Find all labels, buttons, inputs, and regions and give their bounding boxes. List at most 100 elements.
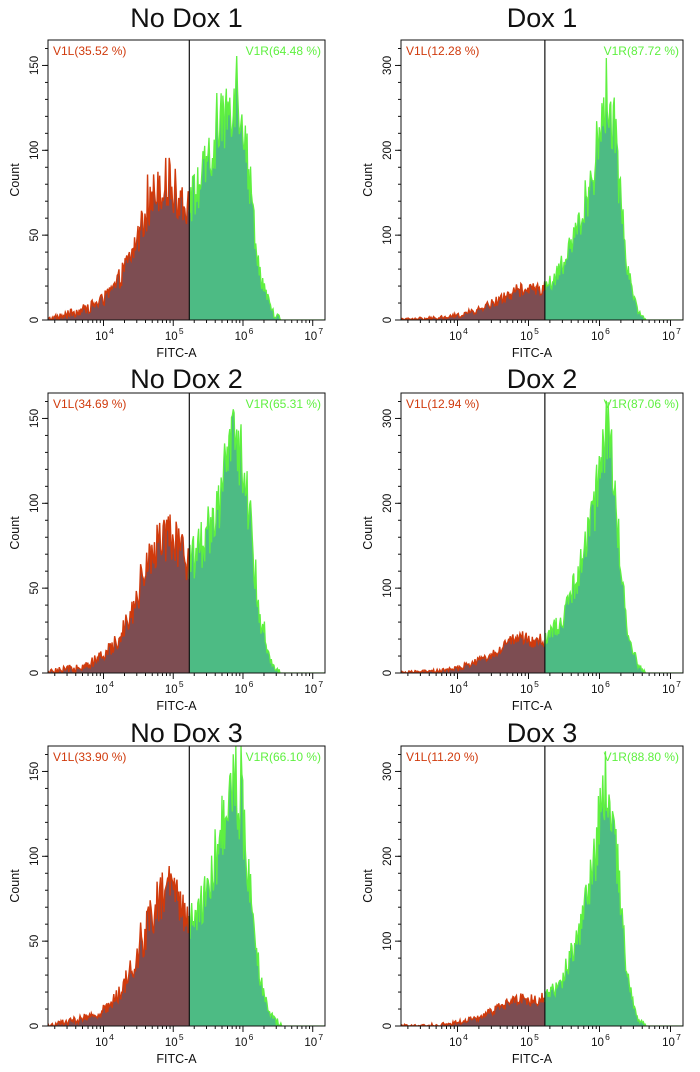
panel-title: Dox 1 (507, 3, 578, 33)
x-tick-exponent: 5 (534, 326, 539, 336)
histogram (401, 400, 683, 673)
plot-frame (400, 39, 684, 321)
panel-title: Dox 3 (507, 718, 578, 748)
x-tick-exponent: 5 (534, 1032, 539, 1042)
y-tick-label: 100 (382, 579, 394, 598)
gate-label-left: V1L(11.20 %) (406, 750, 479, 764)
histogram-left-outline (48, 157, 190, 320)
y-tick-label: 200 (382, 847, 394, 866)
gate-label-right: V1R(87.72 %) (604, 44, 679, 58)
y-tick-label: 100 (29, 494, 41, 513)
histogram-right-fill (544, 400, 683, 673)
x-tick-label: 10 (304, 331, 317, 343)
y-axis-label: Count (8, 163, 22, 197)
y-axis-label: Count (361, 869, 375, 903)
x-tick-label: 10 (449, 331, 462, 343)
histogram (48, 746, 325, 1026)
gate-label-left: V1L(12.94 %) (406, 397, 479, 411)
x-tick-exponent: 7 (318, 1032, 323, 1042)
x-tick-exponent: 6 (605, 1032, 610, 1042)
y-tick-label: 50 (29, 935, 41, 948)
plot-frame (47, 39, 326, 321)
x-tick-label: 10 (95, 331, 108, 343)
histogram-left-outline (401, 630, 545, 673)
x-tick-exponent: 5 (534, 679, 539, 689)
x-tick-label: 10 (235, 331, 248, 343)
y-tick-label: 0 (382, 670, 394, 676)
y-axis-label: Count (361, 163, 375, 197)
histogram (401, 751, 683, 1026)
y-tick-label: 0 (382, 1023, 394, 1029)
x-tick-exponent: 4 (463, 326, 468, 336)
x-axis-label: FITC-A (156, 1052, 197, 1066)
gate-label-left: V1L(35.52 %) (53, 44, 126, 58)
x-tick-label: 10 (304, 684, 317, 696)
x-tick-label: 10 (235, 684, 248, 696)
x-axis-label: FITC-A (512, 1052, 553, 1066)
y-tick-label: 0 (382, 317, 394, 323)
histogram-right-outline (543, 400, 683, 673)
y-tick-label: 300 (382, 56, 394, 75)
histogram-right-outline (188, 55, 325, 320)
y-tick-label: 0 (29, 670, 41, 676)
x-tick-exponent: 4 (109, 326, 114, 336)
x-tick-exponent: 7 (318, 326, 323, 336)
histogram-right-outline (543, 57, 683, 320)
x-tick-exponent: 6 (605, 679, 610, 689)
plot-frame (47, 392, 326, 674)
x-tick-label: 10 (662, 1037, 675, 1049)
y-tick-label: 150 (29, 409, 41, 428)
x-tick-label: 10 (304, 1037, 317, 1049)
gate-label-right: V1R(65.31 %) (246, 397, 321, 411)
y-tick-label: 100 (29, 141, 41, 160)
x-tick-label: 10 (591, 1037, 604, 1049)
y-tick-label: 100 (382, 226, 394, 245)
histogram-right-outline (543, 751, 683, 1026)
x-tick-label: 10 (449, 684, 462, 696)
y-axis-label: Count (8, 516, 22, 550)
x-axis-label: FITC-A (156, 346, 197, 360)
histogram (401, 57, 683, 320)
y-tick-label: 0 (29, 1023, 41, 1029)
x-tick-exponent: 6 (605, 326, 610, 336)
x-axis-label: FITC-A (512, 699, 553, 713)
histogram-right-outline (188, 409, 325, 673)
x-tick-label: 10 (591, 684, 604, 696)
y-tick-label: 50 (29, 582, 41, 595)
panel-title: Dox 2 (507, 364, 578, 394)
x-tick-exponent: 4 (109, 679, 114, 689)
x-tick-label: 10 (662, 331, 675, 343)
y-tick-label: 200 (382, 494, 394, 513)
y-axis-label: Count (361, 516, 375, 550)
gate-label-right: V1R(87.06 %) (604, 397, 679, 411)
x-tick-exponent: 5 (179, 326, 184, 336)
x-tick-label: 10 (662, 684, 675, 696)
x-axis-label: FITC-A (156, 699, 197, 713)
x-tick-exponent: 5 (179, 679, 184, 689)
histogram (48, 55, 325, 320)
gate-label-right: V1R(88.80 %) (604, 750, 679, 764)
panel-title: No Dox 1 (130, 3, 243, 33)
x-tick-label: 10 (95, 1037, 108, 1049)
x-tick-label: 10 (520, 1037, 533, 1049)
y-tick-label: 100 (29, 847, 41, 866)
histogram-right-fill (544, 58, 683, 320)
plot-frame (400, 745, 684, 1027)
gate-label-right: V1R(66.10 %) (246, 750, 321, 764)
x-tick-exponent: 7 (318, 679, 323, 689)
y-tick-label: 50 (29, 229, 41, 242)
x-tick-label: 10 (165, 1037, 178, 1049)
histogram-right-fill (189, 409, 325, 673)
histogram (48, 409, 325, 673)
x-tick-label: 10 (520, 684, 533, 696)
x-tick-label: 10 (235, 1037, 248, 1049)
gate-label-left: V1L(12.28 %) (406, 44, 479, 58)
histogram-left-fill (401, 992, 545, 1026)
histogram-right-fill (189, 55, 325, 320)
y-tick-label: 300 (382, 409, 394, 428)
x-tick-label: 10 (165, 684, 178, 696)
panel-title: No Dox 3 (130, 718, 243, 748)
